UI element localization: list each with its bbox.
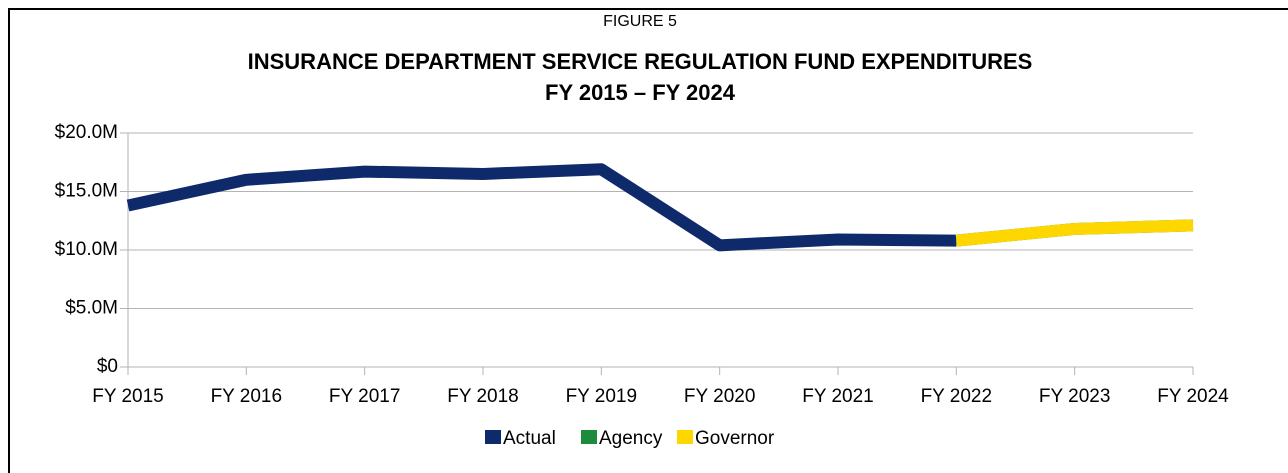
legend-swatch <box>677 430 693 444</box>
x-tick-label: FY 2017 <box>329 386 400 407</box>
y-tick-label: $15.0M <box>55 181 118 202</box>
series-line <box>955 219 1194 247</box>
x-tick-label: FY 2022 <box>921 386 992 407</box>
x-tick-label: FY 2018 <box>447 386 518 407</box>
x-tick-label: FY 2021 <box>802 386 873 407</box>
figure-label: FIGURE 5 <box>603 13 677 30</box>
x-tick-label: FY 2023 <box>1039 386 1110 407</box>
legend-swatch <box>581 430 597 444</box>
y-tick-label: $10.0M <box>55 239 118 260</box>
series-line <box>126 163 957 252</box>
legend-label: Governor <box>695 428 775 449</box>
x-tick-label: FY 2020 <box>684 386 755 407</box>
legend-label: Actual <box>503 428 556 449</box>
chart-title: INSURANCE DEPARTMENT SERVICE REGULATION … <box>248 49 1033 74</box>
frame <box>8 8 1288 473</box>
y-tick-label: $5.0M <box>65 298 118 319</box>
y-tick-label: $0 <box>97 356 118 377</box>
x-tick-label: FY 2019 <box>566 386 637 407</box>
y-tick-label: $20.0M <box>55 122 118 143</box>
legend-swatch <box>485 430 501 444</box>
x-tick-label: FY 2016 <box>211 386 282 407</box>
x-tick-label: FY 2015 <box>92 386 163 407</box>
chart-subtitle: FY 2015 – FY 2024 <box>545 80 736 105</box>
x-tick-label: FY 2024 <box>1157 386 1229 407</box>
legend-label: Agency <box>599 428 663 449</box>
